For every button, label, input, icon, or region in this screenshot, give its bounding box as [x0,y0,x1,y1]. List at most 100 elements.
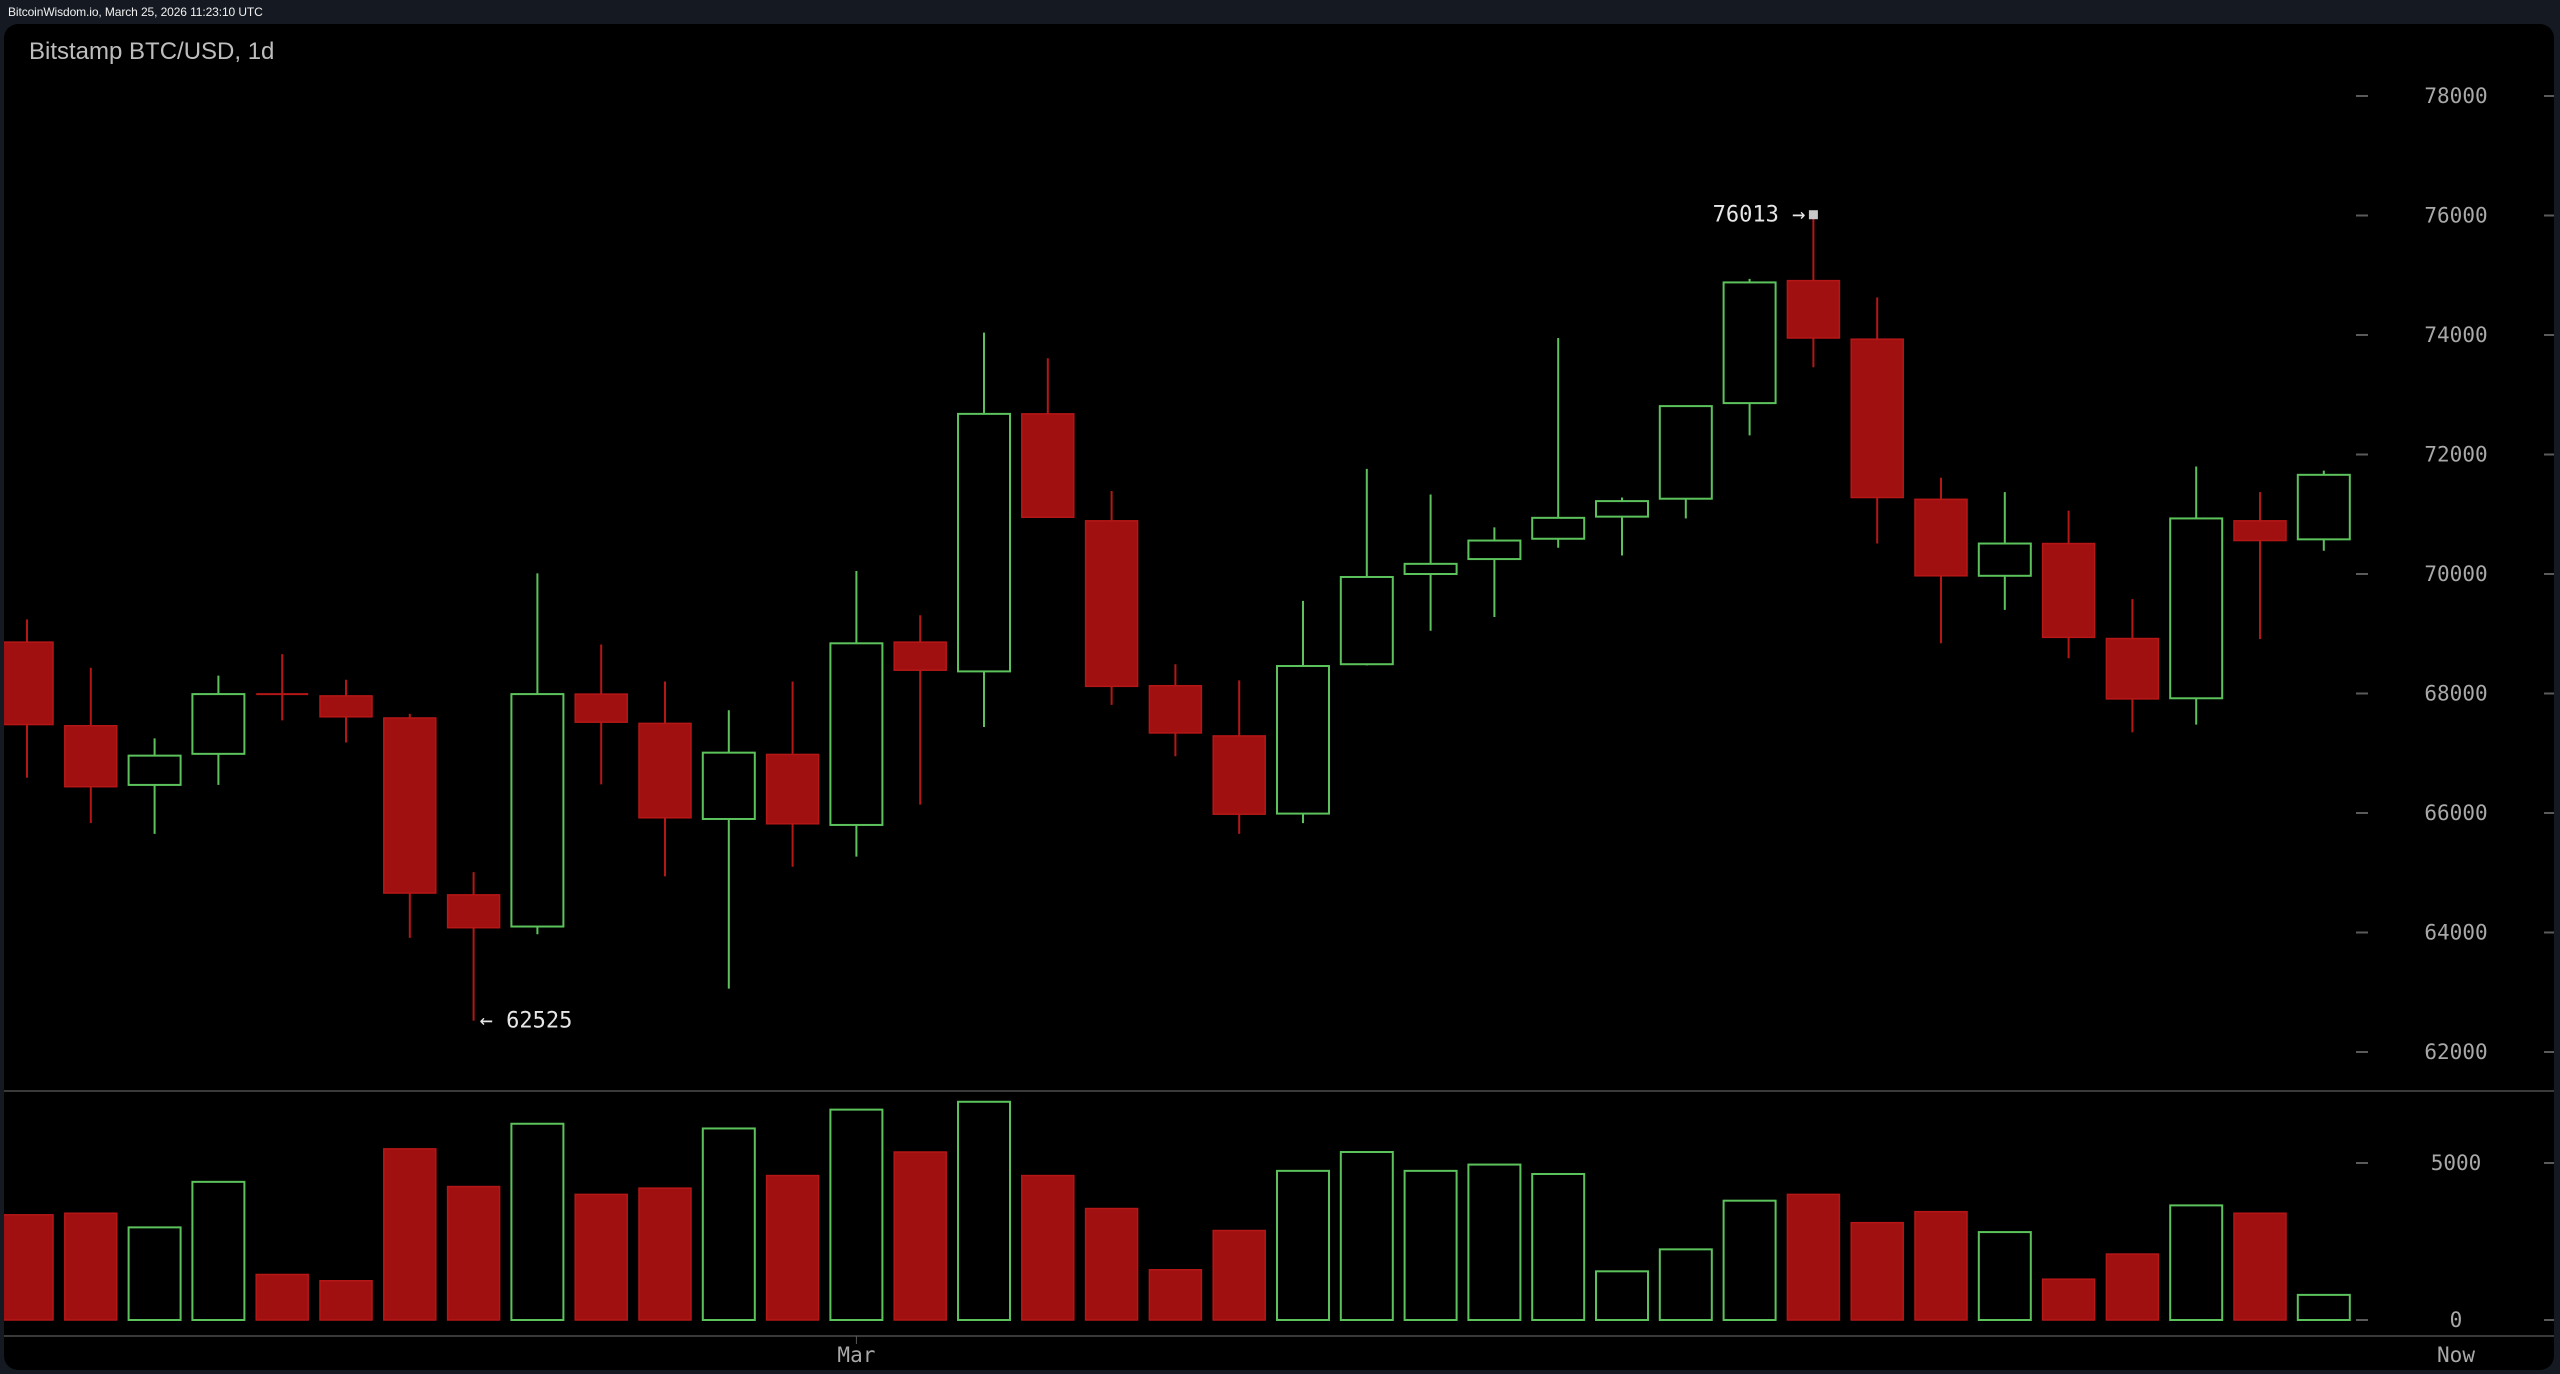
price-tick-label: 62000 [2424,1040,2487,1064]
candle [4,619,54,778]
volume-bar [638,1187,692,1321]
candle-body [2296,473,2351,541]
candle [1021,358,1075,518]
volume-bar [64,1212,118,1321]
time-tick-label: Now [2437,1343,2475,1367]
volume-bar [1467,1163,1522,1321]
candle-body [191,693,246,755]
volume-bar [1850,1221,1904,1321]
candle-body [1722,281,1777,405]
volume-tick-label: 0 [2450,1308,2463,1332]
volume-bar [701,1127,756,1321]
candle-body [1021,413,1075,518]
volume-bar [2169,1204,2224,1322]
volume-bar [829,1108,884,1321]
candle-body [383,717,437,894]
candle [957,332,1011,727]
volume-bar [893,1151,947,1321]
candle [1977,492,2032,610]
volume-bar [2105,1253,2160,1321]
volume-bar [255,1273,309,1321]
candle [765,681,820,867]
high-annotation: 76013 → [1713,203,1806,228]
candle [64,667,118,824]
candle-body [957,412,1011,673]
candle-body [1914,498,1968,577]
top-bar: BitcoinWisdom.io, March 25, 2026 11:23:1… [0,0,2560,24]
candle [2296,470,2351,551]
volume-bar [191,1180,246,1321]
candle-body [701,751,756,820]
volume-bar [127,1226,182,1321]
candle-body [1850,338,1904,499]
candle [893,615,947,805]
candle [701,710,756,989]
candle-body [1084,520,1139,688]
candle [1722,278,1777,436]
candle-body [510,693,565,928]
volume-bar [2296,1293,2351,1322]
candle [1595,497,1649,556]
volume-bar [383,1148,437,1321]
candle-body [1977,542,2032,577]
volume-axis: 5000 0 [2356,1151,2554,1332]
price-tick-label: 72000 [2424,443,2487,467]
volume-bar [319,1280,373,1321]
volume-bar [574,1193,628,1321]
volume-bar [1021,1174,1075,1321]
candle-body [2105,637,2160,700]
volume-bar [1276,1169,1330,1321]
candle-body [1531,516,1586,540]
candle [1658,405,1713,519]
candle-body [64,725,118,788]
volume-bar [1914,1210,1968,1321]
volume-bar [1148,1269,1203,1321]
volume-bar [1786,1193,1841,1321]
chart-panel: 78000 76000 74000 72000 70000 68000 66000 64000… [4,24,2554,1370]
volume-bar [1339,1151,1394,1322]
candle-body [1339,575,1394,666]
candle [829,571,884,857]
candle [191,675,246,785]
candle-body [638,722,692,819]
candlestick-chart[interactable]: 78000 76000 74000 72000 70000 68000 66000 64000… [4,24,2554,1370]
volume-bar [4,1214,54,1321]
candle-body [127,754,182,786]
volume-bar [2233,1212,2287,1321]
candle [383,713,437,938]
candle [1914,477,1968,644]
candle-body [1212,735,1266,815]
candle-body [1403,562,1458,576]
candle [1212,680,1266,834]
candle-body [1658,405,1713,500]
candle-body [1276,665,1330,815]
volume-bar [2041,1278,2096,1321]
high-marker-icon [1808,210,1818,220]
candle [2105,599,2160,733]
low-annotation: ← 62525 [480,1009,573,1034]
candle [1531,337,1586,548]
volume-bar [765,1174,820,1321]
candle [2233,492,2287,640]
candle-body [446,894,501,929]
candle [319,679,373,743]
candle-body [1148,684,1203,734]
volume-bar [1403,1169,1458,1321]
price-tick-label: 68000 [2424,682,2487,706]
time-tick-label: Mar [837,1343,875,1367]
volume-bar [1531,1172,1586,1321]
candle [510,573,565,935]
candle-body [2233,520,2287,542]
candle-body [4,641,54,726]
volume-bar [957,1100,1011,1322]
candle [1850,297,1904,544]
volume-bar [446,1185,501,1321]
candle [127,738,182,834]
price-candles [4,214,2351,1021]
candle-body [893,641,947,671]
candle-body [319,695,373,718]
candle [446,872,501,1021]
extreme-annotations: 76013 → ← 62525 [480,203,1818,1034]
candle-body [765,753,820,825]
candle [1084,490,1139,705]
